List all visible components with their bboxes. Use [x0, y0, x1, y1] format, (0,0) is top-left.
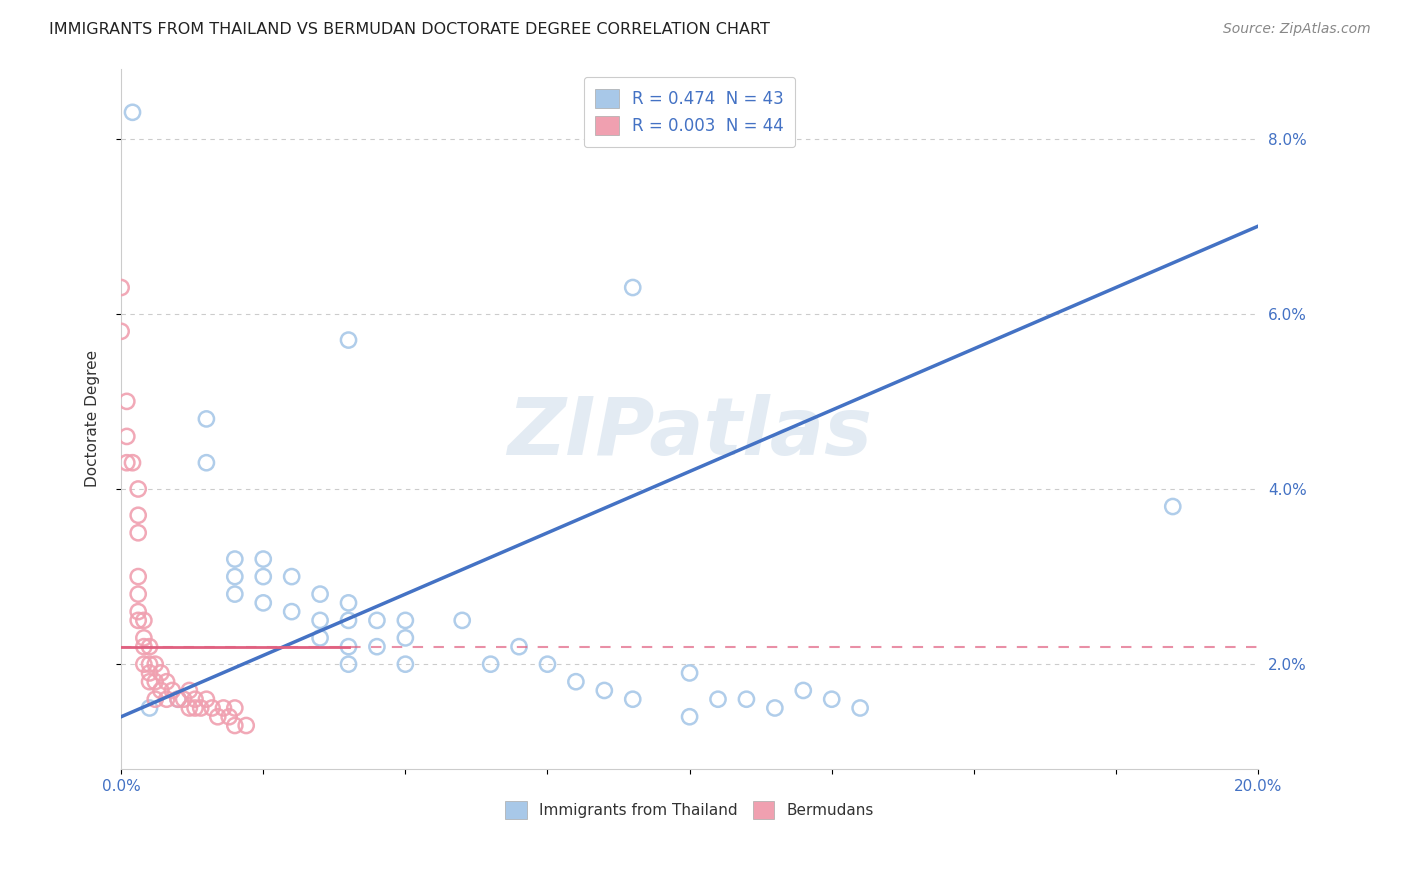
Point — [678, 665, 700, 680]
Point — [224, 569, 246, 583]
Point — [195, 456, 218, 470]
Point — [252, 552, 274, 566]
Point — [121, 456, 143, 470]
Point — [179, 683, 201, 698]
Point — [224, 587, 246, 601]
Point — [337, 657, 360, 672]
Point — [224, 701, 246, 715]
Point — [115, 394, 138, 409]
Point — [207, 710, 229, 724]
Point — [309, 631, 332, 645]
Legend: Immigrants from Thailand, Bermudans: Immigrants from Thailand, Bermudans — [499, 795, 880, 825]
Point — [337, 596, 360, 610]
Y-axis label: Doctorate Degree: Doctorate Degree — [86, 351, 100, 487]
Point — [127, 525, 149, 540]
Point — [149, 683, 172, 698]
Text: Source: ZipAtlas.com: Source: ZipAtlas.com — [1223, 22, 1371, 37]
Point — [309, 614, 332, 628]
Point — [252, 596, 274, 610]
Point — [132, 640, 155, 654]
Point — [280, 569, 302, 583]
Point — [280, 605, 302, 619]
Point — [162, 683, 184, 698]
Point — [309, 587, 332, 601]
Point — [593, 683, 616, 698]
Point — [337, 614, 360, 628]
Point — [451, 614, 474, 628]
Point — [127, 614, 149, 628]
Point — [394, 631, 416, 645]
Point — [110, 280, 132, 294]
Point — [167, 692, 190, 706]
Point — [195, 692, 218, 706]
Point — [366, 640, 388, 654]
Point — [138, 665, 160, 680]
Point — [792, 683, 814, 698]
Point — [138, 701, 160, 715]
Point — [224, 552, 246, 566]
Point — [508, 640, 530, 654]
Point — [366, 614, 388, 628]
Point — [621, 692, 644, 706]
Point — [252, 569, 274, 583]
Point — [1161, 500, 1184, 514]
Point — [224, 718, 246, 732]
Point — [127, 587, 149, 601]
Point — [173, 692, 195, 706]
Point — [184, 701, 207, 715]
Point — [821, 692, 844, 706]
Point — [195, 412, 218, 426]
Point — [190, 701, 212, 715]
Point — [337, 640, 360, 654]
Point — [110, 324, 132, 338]
Point — [155, 692, 177, 706]
Point — [621, 280, 644, 294]
Point — [167, 692, 190, 706]
Point — [138, 674, 160, 689]
Point — [138, 657, 160, 672]
Point — [394, 657, 416, 672]
Point — [479, 657, 502, 672]
Text: ZIPatlas: ZIPatlas — [508, 394, 872, 472]
Point — [127, 569, 149, 583]
Point — [179, 701, 201, 715]
Point — [184, 692, 207, 706]
Point — [127, 482, 149, 496]
Point — [394, 614, 416, 628]
Point — [337, 333, 360, 347]
Point — [536, 657, 558, 672]
Point — [235, 718, 257, 732]
Point — [132, 657, 155, 672]
Text: IMMIGRANTS FROM THAILAND VS BERMUDAN DOCTORATE DEGREE CORRELATION CHART: IMMIGRANTS FROM THAILAND VS BERMUDAN DOC… — [49, 22, 770, 37]
Point — [132, 631, 155, 645]
Point — [143, 692, 166, 706]
Point — [707, 692, 730, 706]
Point — [138, 640, 160, 654]
Point — [763, 701, 786, 715]
Point — [212, 701, 235, 715]
Point — [132, 614, 155, 628]
Point — [143, 657, 166, 672]
Point — [115, 429, 138, 443]
Point — [127, 605, 149, 619]
Point — [201, 701, 224, 715]
Point — [678, 710, 700, 724]
Point — [735, 692, 758, 706]
Point — [121, 105, 143, 120]
Point — [143, 674, 166, 689]
Point — [218, 710, 240, 724]
Point — [149, 665, 172, 680]
Point — [115, 456, 138, 470]
Point — [155, 674, 177, 689]
Point — [849, 701, 872, 715]
Point — [565, 674, 588, 689]
Point — [127, 508, 149, 523]
